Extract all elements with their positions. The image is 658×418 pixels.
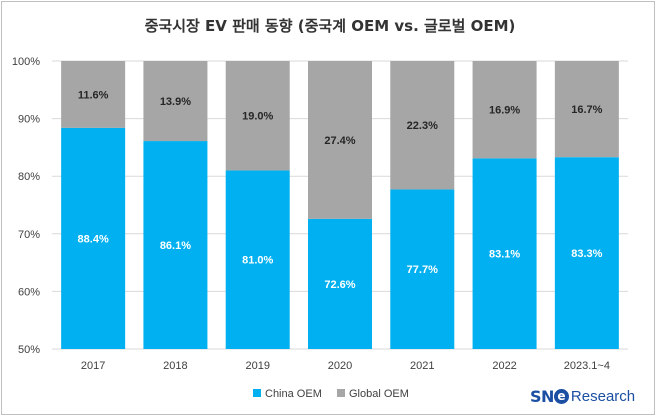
bar-china-oem xyxy=(308,218,372,349)
legend-swatch-china-oem xyxy=(253,389,261,397)
data-label-global-oem: 19.0% xyxy=(242,111,273,123)
legend-label-global-oem: Global OEM xyxy=(349,388,409,400)
logo-e-icon: e xyxy=(553,388,569,404)
x-tick-label: 2020 xyxy=(328,360,352,372)
data-label-global-oem: 13.9% xyxy=(160,96,191,108)
y-tick-label: 80% xyxy=(18,171,40,183)
data-label-global-oem: 16.9% xyxy=(489,105,520,117)
chart-title: 중국시장 EV 판매 동향 (중국계 OEM vs. 글로벌 OEM) xyxy=(145,17,516,35)
y-tick-label: 90% xyxy=(18,114,40,126)
data-label-china-oem: 83.3% xyxy=(571,248,602,260)
bar-china-oem xyxy=(390,189,455,349)
sne-research-logo: SN e Research xyxy=(530,384,635,408)
data-label-china-oem: 83.1% xyxy=(489,249,520,261)
bar-china-oem xyxy=(143,141,208,349)
data-label-global-oem: 27.4% xyxy=(324,135,355,147)
bar-china-oem xyxy=(61,127,126,349)
x-tick-label: 2018 xyxy=(163,360,187,372)
data-label-global-oem: 11.6% xyxy=(78,89,109,101)
bar-global-oem xyxy=(225,61,290,171)
data-label-china-oem: 86.1% xyxy=(160,240,191,252)
x-tick-label: 2022 xyxy=(492,360,516,372)
legend-label-china-oem: China OEM xyxy=(265,388,322,400)
bar-china-oem xyxy=(554,157,619,349)
x-tick-label: 2019 xyxy=(245,360,269,372)
bar-china-oem xyxy=(225,170,290,349)
bar-china-oem xyxy=(472,158,537,349)
y-tick-label: 100% xyxy=(12,56,40,68)
y-tick-label: 50% xyxy=(18,344,40,356)
legend-swatch-global-oem xyxy=(337,389,345,397)
bar-global-oem xyxy=(554,61,619,158)
bar-global-oem xyxy=(390,61,455,190)
data-label-global-oem: 22.3% xyxy=(407,120,438,132)
bar-global-oem xyxy=(308,61,372,219)
x-tick-label: 2023.1~4 xyxy=(564,360,610,372)
data-label-china-oem: 88.4% xyxy=(78,233,109,245)
data-label-china-oem: 72.6% xyxy=(324,279,355,291)
bar-global-oem xyxy=(143,61,208,142)
y-tick-label: 70% xyxy=(18,229,40,241)
logo-sn: SN xyxy=(530,386,554,406)
x-tick-label: 2017 xyxy=(81,360,105,372)
data-label-china-oem: 81.0% xyxy=(242,255,273,267)
bar-global-oem xyxy=(472,61,537,159)
x-tick-label: 2021 xyxy=(410,360,434,372)
data-label-global-oem: 16.7% xyxy=(571,104,602,116)
logo-research: Research xyxy=(570,387,636,405)
data-label-china-oem: 77.7% xyxy=(407,264,438,276)
bar-global-oem xyxy=(61,61,126,128)
y-tick-label: 60% xyxy=(18,286,40,298)
